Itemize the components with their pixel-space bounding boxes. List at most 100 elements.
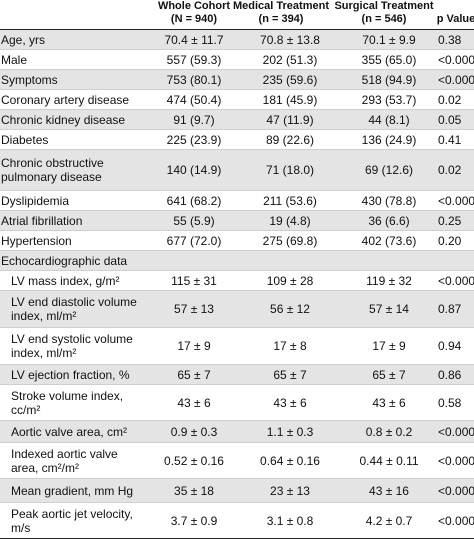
cell-whole: 140 (14.9) bbox=[166, 163, 222, 177]
table-header: Whole Cohort (N = 940) Medical Treatment… bbox=[0, 0, 474, 30]
cell-surgical: 4.2 ± 0.7 bbox=[365, 513, 413, 528]
cell-surgical: 119 ± 32 bbox=[366, 273, 412, 288]
row-label: Indexed aortic valve area, cm²/m² bbox=[11, 446, 118, 475]
cell-whole: 753 (80.1) bbox=[166, 72, 222, 87]
cell-whole: 43 ± 6 bbox=[177, 395, 211, 410]
cell-p-value: 0.20 bbox=[438, 233, 462, 248]
table-row: Mean gradient, mm Hg 35 ± 18 23 ± 13 43 … bbox=[0, 479, 474, 503]
cell-whole: 65 ± 7 bbox=[177, 367, 211, 382]
cell-surgical: 69 (12.6) bbox=[364, 163, 414, 177]
cell-surgical: 518 (94.9) bbox=[361, 72, 417, 87]
cell-medical: 23 ± 13 bbox=[270, 483, 310, 498]
cell-whole: 70.4 ± 11.7 bbox=[164, 32, 224, 47]
table-row: Stroke volume index, cc/m² 43 ± 6 43 ± 6… bbox=[0, 385, 474, 421]
table-row: Diabetes 225 (23.9) 89 (22.6) 136 (24.9)… bbox=[0, 130, 474, 150]
table-row: Chronic kidney disease 91 (9.7) 47 (11.9… bbox=[0, 110, 474, 130]
cell-medical: 109 ± 28 bbox=[266, 273, 314, 288]
row-label: Dyslipidemia bbox=[1, 193, 70, 208]
table-row: Male 557 (59.3) 202 (51.3) 355 (65.0) <0… bbox=[0, 50, 474, 70]
cell-medical: 47 (11.9) bbox=[266, 112, 314, 127]
cell-surgical: 44 (8.1) bbox=[368, 112, 410, 127]
cell-p-value: 0.02 bbox=[438, 92, 462, 107]
header-surgical-treatment: Surgical Treatment (n = 546) bbox=[322, 0, 446, 26]
cell-p-value: <0.0001 bbox=[438, 52, 474, 67]
cell-whole: 35 ± 18 bbox=[174, 483, 214, 498]
row-label: Chronic obstructive pulmonary disease bbox=[1, 156, 104, 184]
cell-whole: 3.7 ± 0.9 bbox=[170, 513, 218, 528]
cell-medical: 19 (4.8) bbox=[269, 213, 311, 228]
cell-whole: 225 (23.9) bbox=[166, 132, 222, 147]
cell-medical: 1.1 ± 0.3 bbox=[266, 424, 314, 439]
header-whole-cohort: Whole Cohort (N = 940) bbox=[148, 0, 240, 26]
header-medical-n: (n = 394) bbox=[258, 13, 304, 25]
header-surgical-n: (n = 546) bbox=[361, 13, 407, 25]
table-row: Age, yrs 70.4 ± 11.7 70.8 ± 13.8 70.1 ± … bbox=[0, 30, 474, 50]
header-whole-n: (N = 940) bbox=[170, 13, 218, 25]
cell-whole: 115 ± 31 bbox=[171, 273, 217, 288]
cell-p-value: 0.02 bbox=[438, 163, 462, 177]
cell-p-value: <0.0001 bbox=[438, 273, 474, 288]
row-label: Stroke volume index, cc/m² bbox=[11, 388, 124, 417]
cell-medical: 70.8 ± 13.8 bbox=[260, 32, 320, 47]
cell-p-value: <0.0001 bbox=[438, 453, 474, 468]
cell-surgical: 57 ± 14 bbox=[369, 302, 409, 316]
table-section-row: Echocardiographic data bbox=[0, 251, 474, 271]
cell-surgical: 355 (65.0) bbox=[361, 52, 417, 67]
cell-whole: 17 ± 9 bbox=[177, 339, 211, 353]
row-label: Atrial fibrillation bbox=[1, 213, 83, 228]
cell-medical: 56 ± 12 bbox=[270, 302, 310, 316]
table-row: LV end diastolic volume index, ml/m² 57 … bbox=[0, 291, 474, 328]
table-row: LV end systolic volume index, ml/m² 17 ±… bbox=[0, 328, 474, 365]
cell-whole: 0.9 ± 0.3 bbox=[170, 424, 218, 439]
cell-p-value: 0.87 bbox=[438, 302, 462, 316]
table-row: Coronary artery disease 474 (50.4) 181 (… bbox=[0, 90, 474, 110]
row-label: Mean gradient, mm Hg bbox=[11, 483, 134, 498]
row-label: Peak aortic jet velocity, m/s bbox=[11, 506, 133, 535]
table-row: Aortic valve area, cm² 0.9 ± 0.3 1.1 ± 0… bbox=[0, 421, 474, 443]
table-row: Dyslipidemia 641 (68.2) 211 (53.6) 430 (… bbox=[0, 191, 474, 211]
row-label: Symptoms bbox=[1, 72, 58, 87]
cell-p-value: <0.0001 bbox=[438, 72, 474, 87]
row-label: Chronic kidney disease bbox=[1, 112, 126, 127]
table-row: Indexed aortic valve area, cm²/m² 0.52 ±… bbox=[0, 443, 474, 479]
cell-surgical: 136 (24.9) bbox=[361, 132, 417, 147]
cell-medical: 89 (22.6) bbox=[265, 132, 315, 147]
cell-whole: 641 (68.2) bbox=[166, 193, 222, 208]
row-label: Age, yrs bbox=[1, 32, 46, 47]
table-row: Atrial fibrillation 55 (5.9) 19 (4.8) 36… bbox=[0, 211, 474, 231]
cell-surgical: 65 ± 7 bbox=[372, 367, 406, 382]
cell-medical: 275 (69.8) bbox=[262, 233, 318, 248]
cell-whole: 557 (59.3) bbox=[166, 52, 222, 67]
row-label: LV ejection fraction, % bbox=[11, 367, 130, 382]
cell-p-value: 0.58 bbox=[438, 395, 462, 410]
cell-medical: 0.64 ± 0.16 bbox=[260, 453, 320, 468]
cell-p-value: <0.0001 bbox=[438, 513, 474, 528]
cell-p-value: 0.05 bbox=[438, 112, 462, 127]
cell-p-value: 0.94 bbox=[438, 339, 462, 353]
cell-surgical: 0.44 ± 0.11 bbox=[359, 453, 419, 468]
cell-surgical: 36 (6.6) bbox=[368, 213, 410, 228]
cell-medical: 202 (51.3) bbox=[262, 52, 318, 67]
cell-medical: 235 (59.6) bbox=[262, 72, 318, 87]
cell-surgical: 430 (78.8) bbox=[361, 193, 417, 208]
cell-whole: 57 ± 13 bbox=[174, 302, 214, 316]
header-medical-treatment: Medical Treatment (n = 394) bbox=[222, 0, 340, 26]
cell-surgical: 0.8 ± 0.2 bbox=[365, 424, 413, 439]
cell-surgical: 70.1 ± 9.9 bbox=[362, 32, 416, 47]
section-label: Echocardiographic data bbox=[1, 253, 128, 268]
cell-medical: 71 (18.0) bbox=[265, 163, 315, 177]
cell-whole: 677 (72.0) bbox=[166, 233, 222, 248]
row-label: Male bbox=[1, 52, 28, 67]
cell-medical: 211 (53.6) bbox=[263, 193, 317, 208]
cell-p-value: 0.86 bbox=[438, 367, 462, 382]
header-medical-label: Medical Treatment bbox=[233, 0, 329, 12]
cell-surgical: 293 (53.7) bbox=[361, 92, 417, 107]
cell-p-value: <0.0001 bbox=[438, 193, 474, 208]
cell-medical: 3.1 ± 0.8 bbox=[266, 513, 314, 528]
cell-p-value: <0.0001 bbox=[438, 483, 474, 498]
cell-p-value: 0.38 bbox=[438, 32, 462, 47]
row-label: LV end diastolic volume index, ml/m² bbox=[11, 295, 137, 323]
header-surgical-label: Surgical Treatment bbox=[334, 0, 434, 12]
cell-surgical: 43 ± 6 bbox=[372, 395, 406, 410]
